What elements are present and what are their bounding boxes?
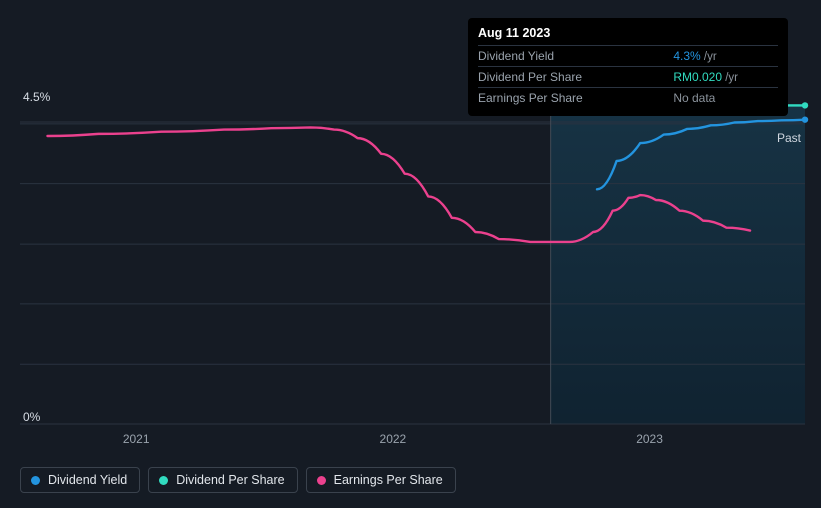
tooltip-row-label: Dividend Yield	[478, 46, 673, 67]
tooltip-row-value: No data	[673, 88, 778, 109]
tooltip-row: Dividend Per ShareRM0.020 /yr	[478, 67, 778, 88]
tooltip-table: Dividend Yield4.3% /yrDividend Per Share…	[478, 46, 778, 108]
tooltip-row: Earnings Per ShareNo data	[478, 88, 778, 109]
x-axis-tick: 2022	[380, 432, 407, 446]
tooltip-row-label: Earnings Per Share	[478, 88, 673, 109]
legend-dot-icon	[317, 476, 326, 485]
y-axis-tick: 0%	[23, 410, 40, 424]
x-axis-tick: 2021	[123, 432, 150, 446]
legend-dot-icon	[159, 476, 168, 485]
legend-dot-icon	[31, 476, 40, 485]
x-axis-tick: 2023	[636, 432, 663, 446]
tooltip-date: Aug 11 2023	[478, 24, 778, 46]
legend-label: Earnings Per Share	[334, 473, 443, 487]
past-label: Past	[777, 131, 801, 145]
dividend-chart: 4.5% 0% 2021 2022 2023 Past Aug 11 2023 Div…	[0, 0, 821, 508]
legend-item[interactable]: Earnings Per Share	[306, 467, 456, 493]
tooltip-row-label: Dividend Per Share	[478, 67, 673, 88]
tooltip-row-value: 4.3% /yr	[673, 46, 778, 67]
y-axis-tick: 4.5%	[23, 90, 50, 104]
legend-label: Dividend Yield	[48, 473, 127, 487]
tooltip-row-value: RM0.020 /yr	[673, 67, 778, 88]
chart-legend: Dividend Yield Dividend Per Share Earnings…	[20, 467, 456, 493]
legend-label: Dividend Per Share	[176, 473, 284, 487]
legend-item[interactable]: Dividend Yield	[20, 467, 140, 493]
tooltip-row: Dividend Yield4.3% /yr	[478, 46, 778, 67]
chart-tooltip: Aug 11 2023 Dividend Yield4.3% /yrDivide…	[468, 18, 788, 116]
legend-item[interactable]: Dividend Per Share	[148, 467, 297, 493]
